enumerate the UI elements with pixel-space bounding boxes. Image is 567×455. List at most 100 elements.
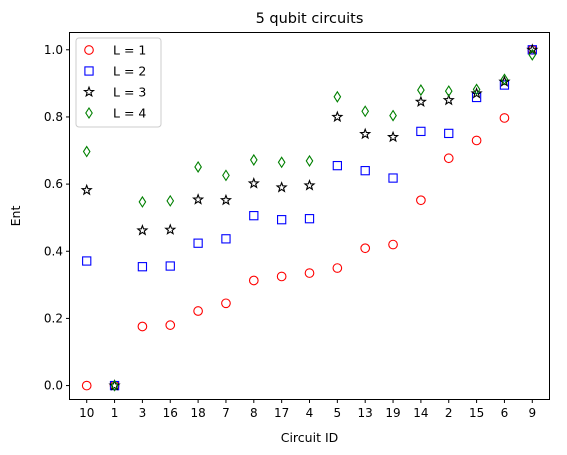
- data-point: [303, 179, 316, 191]
- x-axis: 10 1 3 16 18 7 8 17 4 5 13 19 14 2 15 6 9: [79, 399, 536, 420]
- y-tick-label: 0.4: [44, 244, 63, 258]
- y-tick-label: 0.8: [44, 110, 63, 124]
- legend-box: [75, 37, 162, 128]
- legend-label: L = 1: [113, 43, 146, 58]
- x-tick-label: 19: [385, 406, 400, 420]
- data-point: [414, 95, 427, 108]
- data-point: [304, 268, 315, 278]
- data-point: [192, 193, 205, 205]
- data-point: [305, 154, 314, 167]
- data-point: [108, 379, 121, 391]
- data-point: [277, 156, 286, 169]
- data-point: [136, 224, 149, 236]
- data-point: [361, 105, 370, 118]
- data-point: [470, 87, 483, 99]
- data-point: [164, 223, 177, 235]
- legend-entry: L = 1: [84, 43, 146, 58]
- plot-area: [80, 43, 539, 392]
- x-axis-label: Circuit ID: [281, 430, 339, 445]
- data-point: [500, 73, 509, 86]
- data-point: [277, 215, 287, 225]
- data-point: [528, 48, 537, 61]
- data-point: [248, 275, 259, 286]
- data-point: [222, 169, 230, 182]
- data-point: [388, 173, 398, 183]
- x-tick-label: 7: [222, 406, 230, 420]
- y-tick-label: 1.0: [44, 43, 63, 57]
- data-point: [249, 153, 258, 166]
- legend-label: L = 2: [113, 64, 146, 79]
- data-point: [247, 177, 260, 189]
- data-point: [110, 379, 119, 392]
- data-point: [417, 84, 425, 97]
- data-point: [193, 238, 203, 248]
- y-axis-label: Ent: [8, 206, 23, 227]
- x-tick-label: 2: [445, 406, 453, 420]
- legend-marker: [85, 106, 93, 120]
- x-tick-label: 15: [469, 406, 484, 420]
- y-axis: 0.0 0.2 0.4 0.6 0.8 1.0: [44, 43, 70, 393]
- data-point: [304, 214, 315, 224]
- legend-marker: [84, 66, 94, 76]
- data-point: [275, 181, 288, 193]
- y-tick-label: 0.6: [44, 177, 63, 191]
- data-point: [221, 234, 231, 244]
- data-point: [360, 166, 370, 176]
- x-tick-label: 8: [250, 406, 258, 420]
- series-3: [80, 43, 539, 391]
- data-point: [499, 113, 510, 123]
- data-point: [389, 109, 397, 122]
- data-point: [165, 261, 175, 271]
- data-point: [416, 126, 426, 137]
- x-tick-label: 16: [163, 406, 178, 420]
- data-point: [388, 239, 398, 250]
- data-point: [444, 85, 453, 98]
- data-point: [166, 194, 175, 207]
- data-point: [165, 320, 176, 330]
- x-tick-label: 4: [306, 406, 314, 420]
- legend-entry: L = 2: [84, 64, 146, 79]
- legend: L = 1 L = 2 L = 3 L = 4: [75, 37, 162, 128]
- legend-marker: [82, 85, 96, 98]
- data-point: [82, 256, 92, 266]
- x-tick-label: 13: [358, 406, 373, 420]
- data-point: [471, 135, 482, 146]
- data-point: [471, 92, 482, 103]
- data-point: [193, 306, 203, 316]
- data-point: [332, 263, 343, 273]
- data-point: [81, 380, 92, 391]
- x-tick-label: 18: [190, 406, 205, 420]
- x-tick-label: 17: [274, 406, 289, 420]
- data-point: [386, 130, 400, 143]
- data-point: [331, 110, 344, 123]
- data-point: [219, 193, 233, 206]
- data-point: [499, 80, 510, 90]
- data-point: [333, 90, 342, 103]
- x-tick-label: 14: [413, 406, 428, 420]
- legend-entry: L = 4: [85, 106, 146, 121]
- y-tick-label: 0.0: [44, 379, 63, 393]
- data-point: [442, 93, 455, 106]
- data-point: [443, 153, 454, 164]
- x-tick-label: 1: [111, 406, 119, 420]
- data-point: [332, 160, 342, 171]
- data-point: [137, 321, 148, 332]
- x-tick-label: 5: [334, 406, 342, 420]
- y-tick-label: 0.2: [44, 311, 63, 325]
- x-tick-label: 10: [79, 406, 94, 420]
- series-2: [82, 45, 537, 391]
- data-point: [80, 183, 93, 196]
- x-tick-label: 3: [139, 406, 147, 420]
- data-point: [472, 83, 481, 96]
- legend-label: L = 3: [113, 85, 146, 100]
- data-point: [249, 211, 259, 221]
- data-point: [416, 195, 426, 206]
- chart-title: 5 qubit circuits: [256, 11, 364, 27]
- legend-label: L = 4: [113, 106, 146, 121]
- data-point: [137, 262, 148, 272]
- data-point: [82, 145, 91, 158]
- series-4: [82, 48, 537, 392]
- legend-marker: [84, 45, 94, 55]
- data-point: [276, 271, 287, 282]
